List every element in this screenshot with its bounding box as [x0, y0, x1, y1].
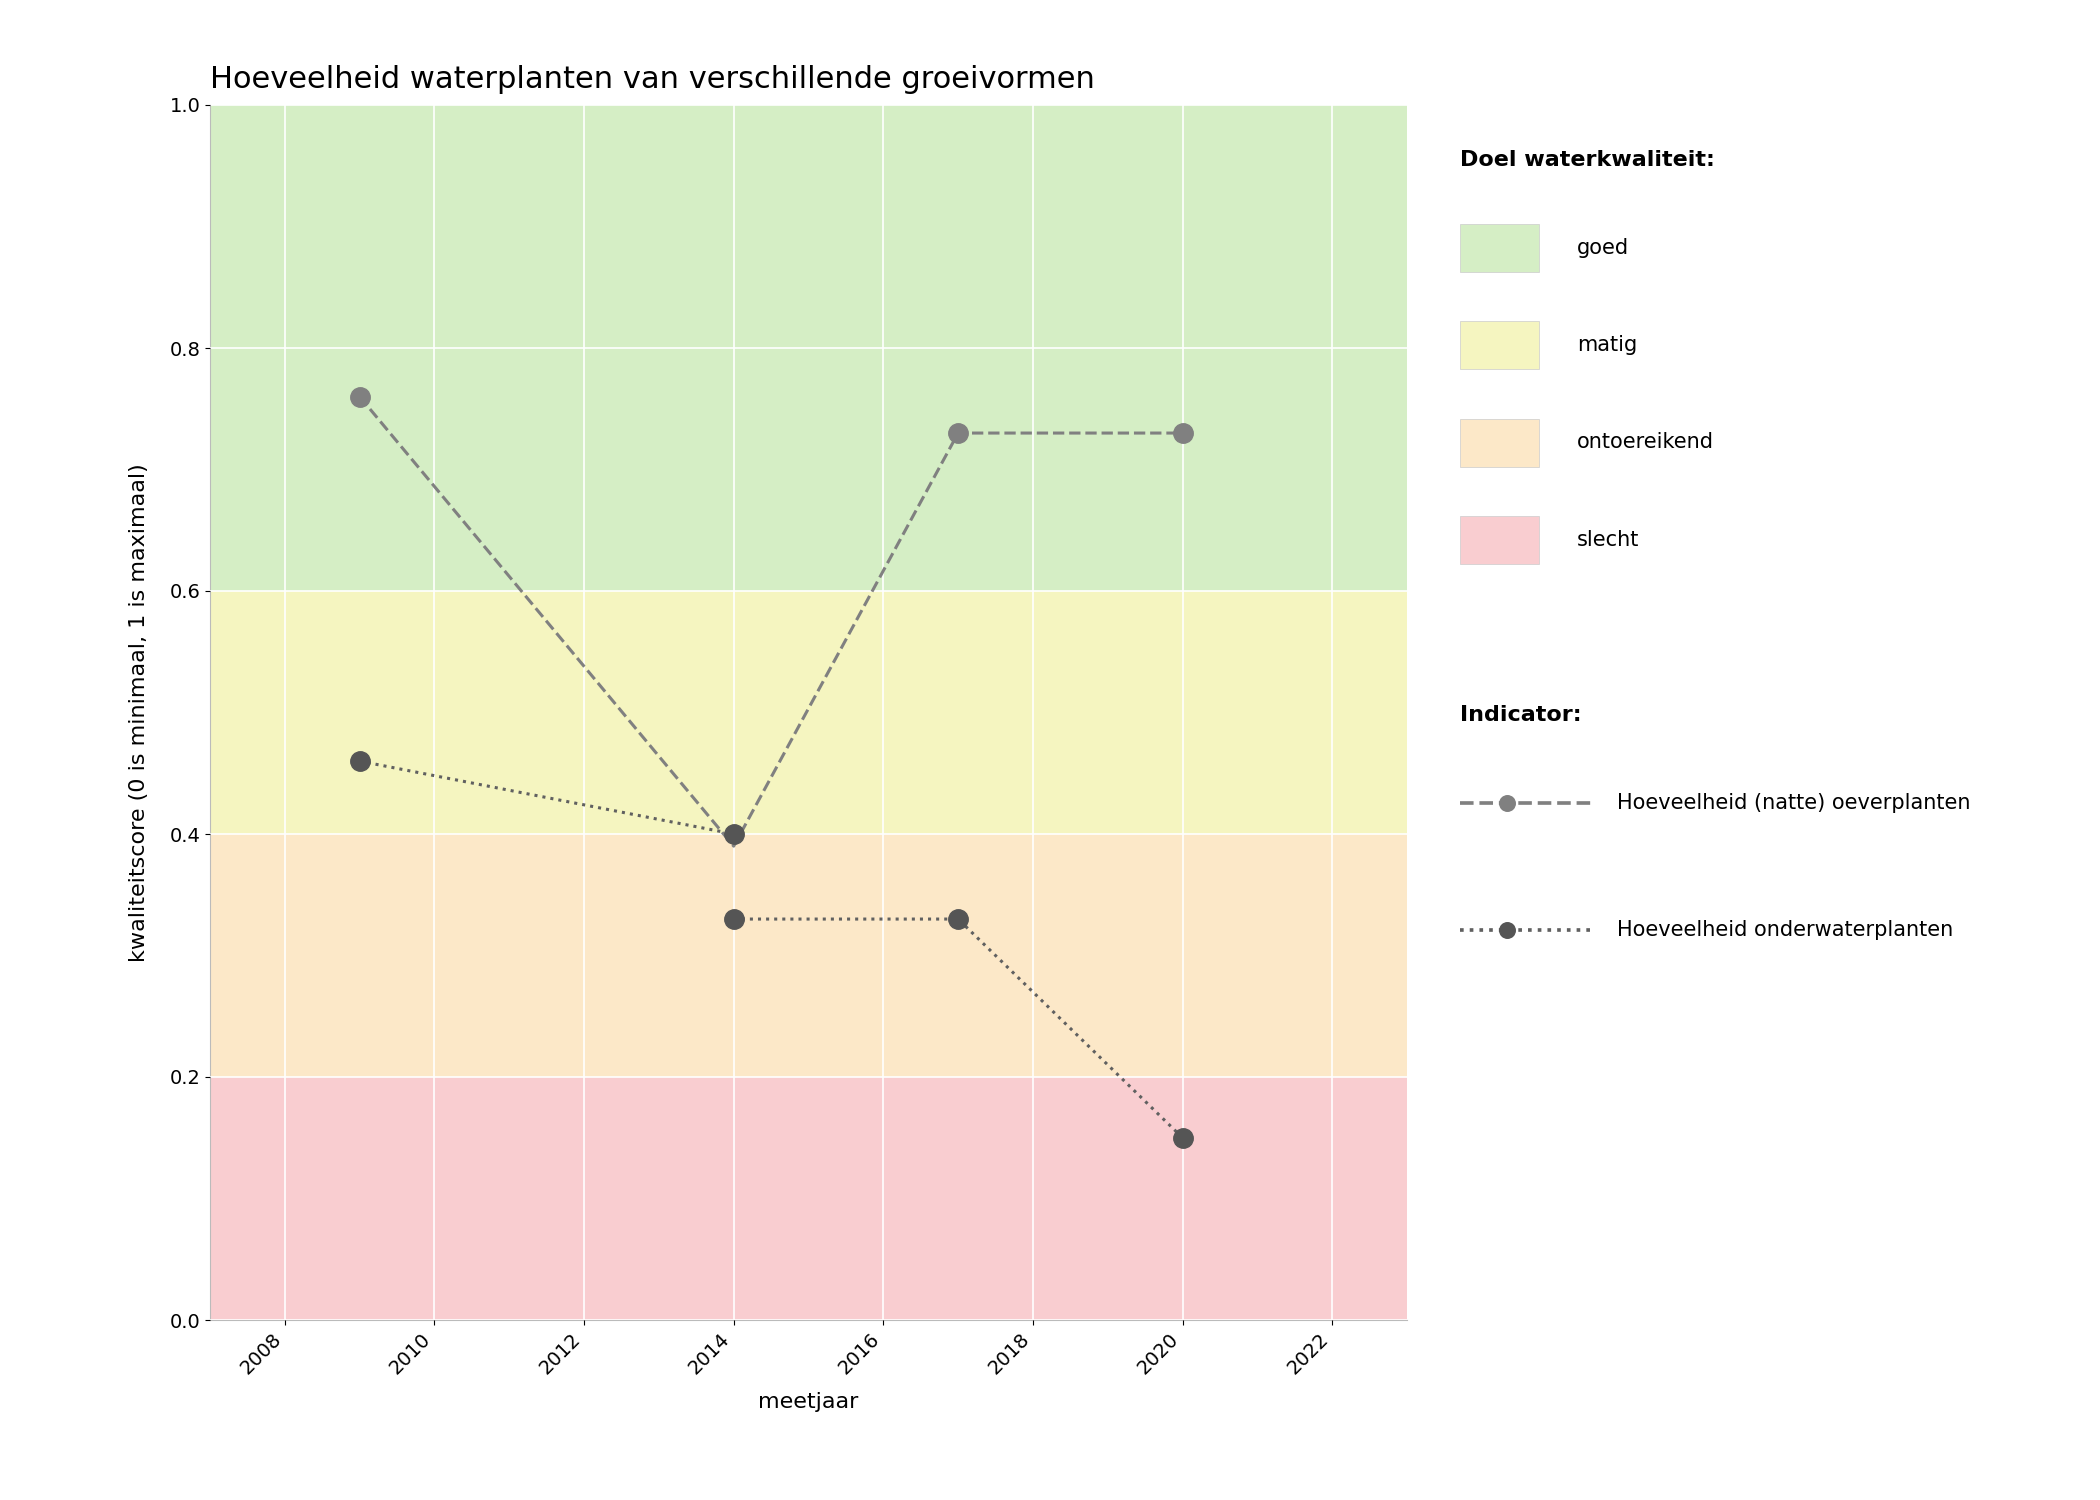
Bar: [210, 591, 1407, 834]
Text: goed: goed: [1577, 237, 1630, 258]
Text: Hoeveelheid (natte) oeverplanten: Hoeveelheid (natte) oeverplanten: [1617, 792, 1970, 813]
Text: ontoereikend: ontoereikend: [1577, 432, 1714, 453]
Y-axis label: kwaliteitscore (0 is minimaal, 1 is maximaal): kwaliteitscore (0 is minimaal, 1 is maxi…: [128, 464, 149, 962]
Text: Doel waterkwaliteit:: Doel waterkwaliteit:: [1460, 150, 1714, 170]
Text: slecht: slecht: [1577, 530, 1640, 550]
Text: Hoeveelheid onderwaterplanten: Hoeveelheid onderwaterplanten: [1617, 920, 1953, 940]
Bar: [210, 105, 1407, 591]
X-axis label: meetjaar: meetjaar: [758, 1392, 859, 1411]
Bar: [210, 834, 1407, 1077]
Text: Indicator:: Indicator:: [1460, 705, 1581, 724]
Text: Hoeveelheid waterplanten van verschillende groeivormen: Hoeveelheid waterplanten van verschillen…: [210, 66, 1094, 94]
Text: matig: matig: [1577, 334, 1638, 356]
Bar: [210, 1077, 1407, 1320]
